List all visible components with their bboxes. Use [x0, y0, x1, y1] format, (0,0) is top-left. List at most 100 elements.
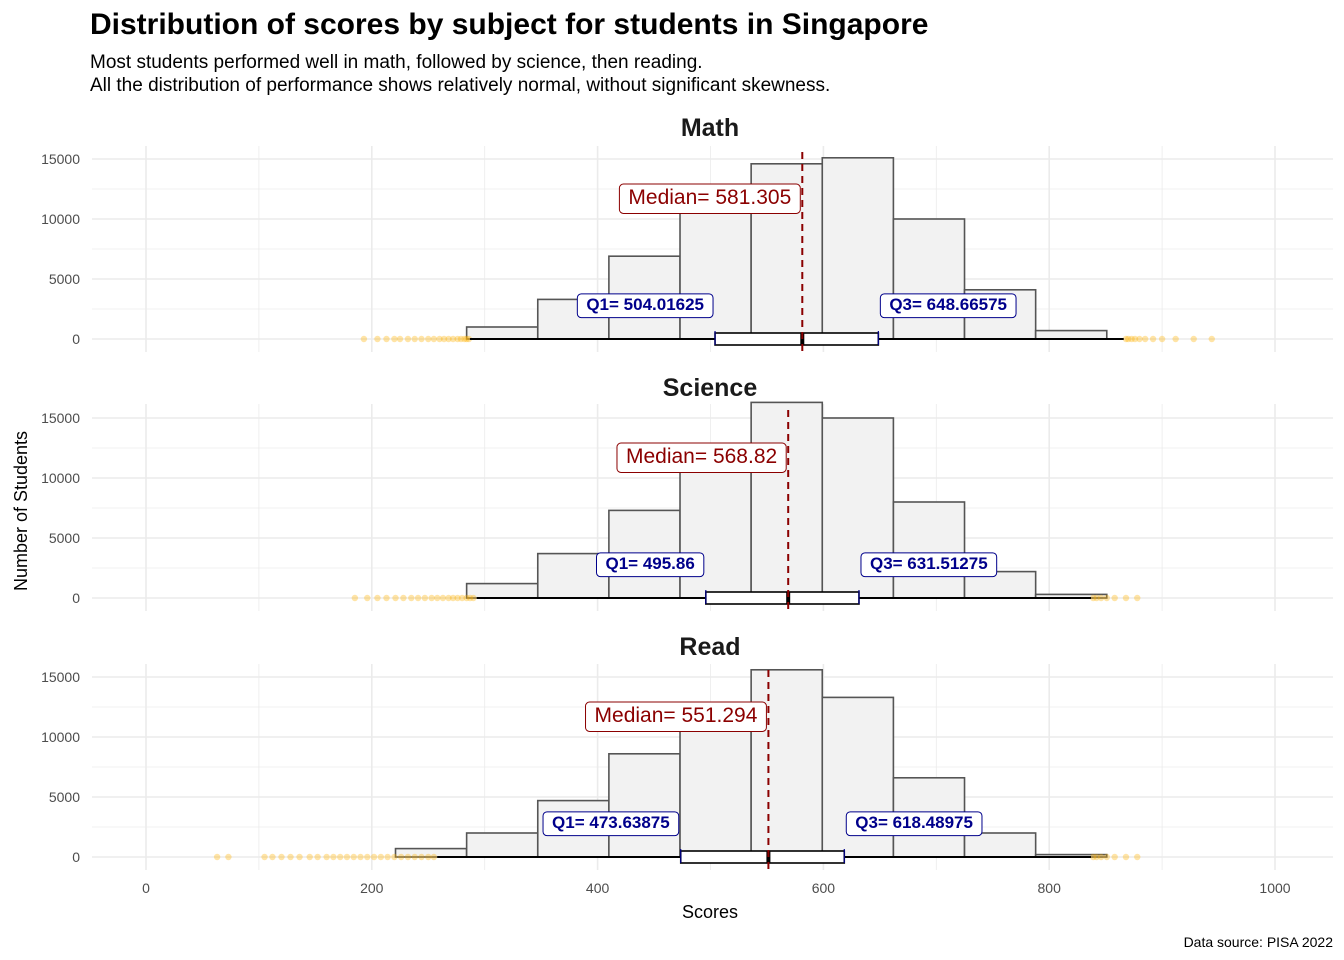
x-tick-label: 800 [1038, 880, 1062, 896]
outlier-point [377, 853, 385, 861]
histogram-bar [892, 218, 966, 340]
y-tick-label: 5000 [49, 789, 80, 805]
outlier-point [278, 853, 285, 861]
facet-panels: 0 5000 10000 15000 Math Median= 581.305 Q1= 50… [41, 114, 1333, 870]
panel-read: 0 5000 10000 15000 Read Median= 551.294 Q1= 47… [41, 633, 1333, 870]
outlier-point [1111, 594, 1118, 602]
outlier-point [408, 594, 415, 602]
outlier-point [1090, 853, 1097, 861]
outlier-point [364, 853, 371, 861]
x-tick-label: 400 [586, 880, 610, 896]
outlier-point [1097, 594, 1105, 602]
box [705, 591, 860, 605]
outlier-point [1141, 335, 1149, 343]
caption: Data source: PISA 2022 [1184, 934, 1334, 950]
outlier-point [414, 594, 422, 602]
x-tick-label: 600 [812, 880, 836, 896]
outlier-point [404, 853, 412, 861]
panel-title-science: Science [663, 374, 758, 402]
median-label-box [618, 183, 801, 214]
outlier-point [1122, 594, 1130, 602]
histogram-bar [679, 713, 752, 858]
median-label: Median= 581.305 [618, 183, 801, 214]
q1-label-box [576, 293, 714, 319]
outlier-point [1190, 335, 1197, 343]
outlier-point [330, 853, 337, 861]
q3-label: Q3= 618.48975 [845, 811, 983, 837]
outlier-point [425, 335, 432, 343]
y-tick-label: 0 [72, 331, 80, 347]
median-label-box [585, 701, 767, 732]
outlier-point [323, 853, 330, 861]
y-tick-label: 15000 [41, 669, 80, 685]
q1-label: Q1= 473.63875 [542, 811, 680, 837]
outlier-point [445, 335, 452, 343]
outlier-point [296, 853, 303, 861]
histogram-bar [465, 326, 539, 340]
outlier-point [445, 594, 452, 602]
histogram-bar [465, 832, 539, 858]
outlier-point [449, 594, 457, 602]
outlier-point [364, 594, 371, 602]
y-tick-label: 10000 [41, 729, 80, 745]
outlier-point [430, 853, 438, 861]
median-label-text: Median= 568.82 [626, 445, 777, 468]
outlier-point [306, 853, 313, 861]
chart-subtitle-line-2: All the distribution of performance show… [90, 75, 830, 96]
x-tick-label: 0 [142, 880, 150, 896]
y-axis-label: Number of Students [11, 431, 31, 591]
outlier-point [449, 335, 457, 343]
outlier-point [1122, 853, 1130, 861]
outlier-point [336, 853, 344, 861]
outlier-point [454, 335, 461, 343]
outlier-point [1158, 335, 1166, 343]
chart-title: Distribution of scores by subject for st… [90, 8, 928, 41]
outlier-point [1136, 335, 1143, 343]
histogram-bar [608, 752, 681, 858]
outlier-point [1090, 594, 1097, 602]
outlier-point [1125, 335, 1132, 343]
x-axis: 0 200 400 600 800 1000 [142, 880, 1291, 896]
q1-label: Q1= 504.01625 [576, 293, 714, 319]
outlier-point [213, 853, 221, 861]
histogram-bar [750, 668, 824, 858]
outlier-point [463, 335, 470, 343]
q3-label-box [879, 293, 1017, 319]
y-tick-label: 15000 [41, 151, 80, 167]
outlier-point [1131, 335, 1139, 343]
outlier-point [351, 594, 359, 602]
box [679, 850, 846, 864]
outlier-point [457, 335, 465, 343]
outlier-point [225, 853, 232, 861]
outlier-point [440, 335, 448, 343]
outlier-point [436, 335, 443, 343]
outlier-point [458, 594, 466, 602]
outlier-point [1128, 335, 1135, 343]
outlier-point [1093, 853, 1100, 861]
q3-label-text: Q3= 648.66575 [889, 295, 1007, 314]
outlier-point [370, 853, 378, 861]
q1-label: Q1= 495.86 [595, 552, 705, 578]
outlier-point [350, 853, 357, 861]
outlier-point [461, 335, 468, 343]
outlier-point [454, 594, 461, 602]
x-tick-label: 1000 [1259, 880, 1290, 896]
outlier-point [269, 853, 276, 861]
outlier-point [434, 594, 441, 602]
histogram-bar [750, 401, 824, 599]
outlier-point [1134, 853, 1141, 861]
y-tick-label: 10000 [41, 470, 80, 486]
q3-label-text: Q3= 618.48975 [855, 813, 973, 832]
outlier-point [421, 594, 429, 602]
outlier-point [439, 594, 447, 602]
median-label-box [616, 442, 787, 473]
outlier-point [430, 335, 438, 343]
outlier-point [1122, 335, 1130, 343]
chart-subtitle-line-1: Most students performed well in math, fo… [90, 52, 703, 73]
outlier-point [1134, 594, 1141, 602]
q1-label-text: Q1= 504.01625 [586, 295, 704, 314]
y-tick-label: 5000 [49, 271, 80, 287]
panel-title-math: Math [681, 114, 739, 142]
outlier-point [360, 335, 368, 343]
outlier-point [392, 594, 399, 602]
